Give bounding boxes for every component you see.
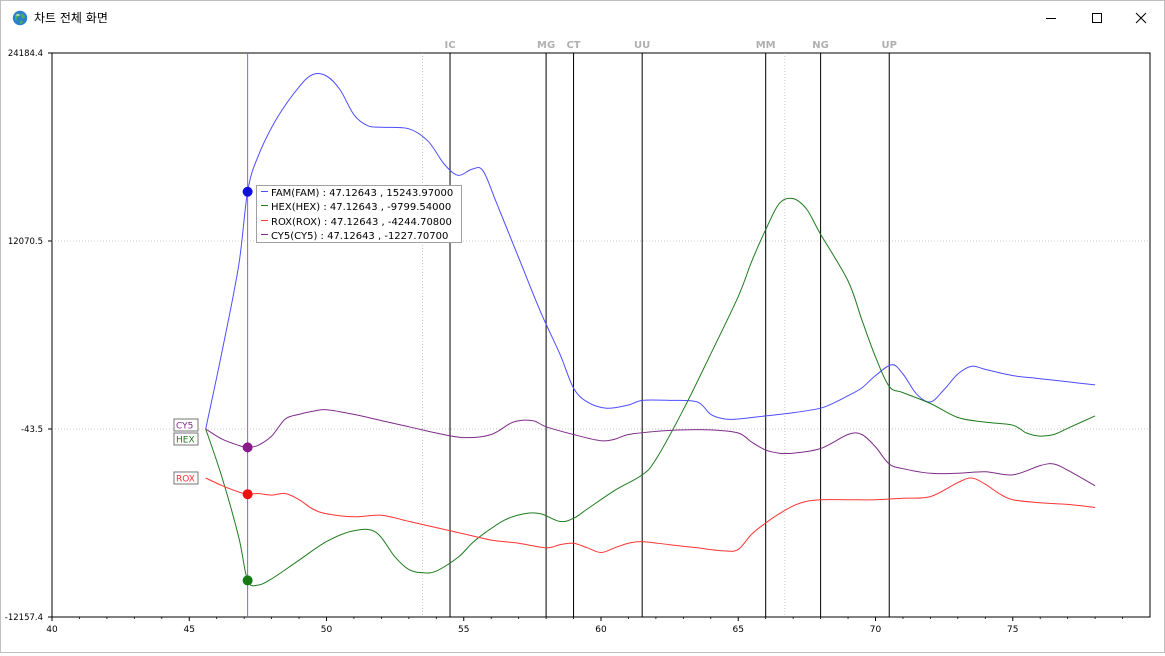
cursor-point-fam [242,186,253,197]
marker-label-mg: MG [537,40,555,51]
marker-label-ng: NG [812,40,829,51]
line-chart[interactable]: 24184.4 12070.5 -43.5 -12157.440 45 50 55 60 65 7… [1,35,1164,652]
series-start-label-hex: HEX [173,432,199,446]
tooltip-line-fam: FAM(FAM) : 47.12643 , 15243.97000 [261,187,461,201]
tooltip-text-cy5: CY5(CY5) : 47.12643 , -1227.70700 [271,231,449,243]
y-tick-label: 12070.5 [8,237,43,247]
x-tick-label: 55 [458,625,469,635]
maximize-icon [1092,13,1102,23]
marker-label-ic: IC [444,40,455,51]
cursor-point-rox [242,489,253,500]
globe-icon [12,10,28,26]
series-line-rox [205,477,1096,554]
tooltip-line-rox: ROX(ROX) : 47.12643 , -4244.70800 [261,216,461,230]
window-title: 차트 전체 화면 [34,11,108,25]
series-line-hex [205,197,1096,587]
series-start-label-box [173,432,199,446]
x-tick-label: 75 [1007,625,1018,635]
y-tick-label: 24184.4 [8,49,43,59]
x-tick-label: 40 [46,625,58,635]
x-tick-label: 65 [733,625,744,635]
series-start-label-text: CY5 [176,422,193,432]
x-tick-label: 60 [595,625,607,635]
marker-label-mm: MM [756,40,776,51]
series-start-label-box [173,418,199,432]
y-tick-label: -43.5 [21,425,43,435]
cursor-tooltip: FAM(FAM) : 47.12643 , 15243.97000 HEX(HE… [256,185,462,243]
tooltip-text-rox: ROX(ROX) : 47.12643 , -4244.70800 [271,216,452,228]
tooltip-text-fam: FAM(FAM) : 47.12643 , 15243.97000 [271,188,454,199]
series-line-cy5 [205,409,1096,487]
minimize-icon [1046,18,1056,19]
series-start-label-text: HEX [176,436,195,446]
tooltip-line-cy5: CY5(CY5) : 47.12643 , -1227.70700 [261,230,461,244]
marker-label-up: UP [881,40,896,51]
series-start-label-box [173,471,199,485]
x-tick-label: 50 [321,625,333,635]
x-tick-label: 70 [870,625,882,635]
cursor-point-cy5 [242,442,253,453]
marker-label-uu: UU [634,40,650,51]
chart-area[interactable]: 24184.4 12070.5 -43.5 -12157.4 40 45 50 55 60 65 7… [1,35,1164,652]
close-icon [1135,12,1147,24]
x-tick-label: 45 [184,625,195,635]
series-start-label-text: ROX [176,474,195,484]
series-start-label-cy5: CY5 [173,418,199,432]
tooltip-line-hex: HEX(HEX) : 47.12643 , -9799.54000 [261,201,461,215]
minimize-button[interactable] [1028,1,1074,35]
tooltip-text-hex: HEX(HEX) : 47.12643 , -9799.54000 [271,202,452,214]
maximize-button[interactable] [1074,1,1120,35]
cursor-point-hex [242,575,253,586]
title-bar: 차트 전체 화면 [1,1,1164,35]
y-tick-label: -12157.4 [5,613,43,623]
series-start-label-rox: ROX [173,471,199,485]
plot-frame [51,52,1151,618]
marker-label-ct: CT [566,40,580,51]
series-line-fam [205,73,1096,430]
close-button[interactable] [1118,1,1164,35]
